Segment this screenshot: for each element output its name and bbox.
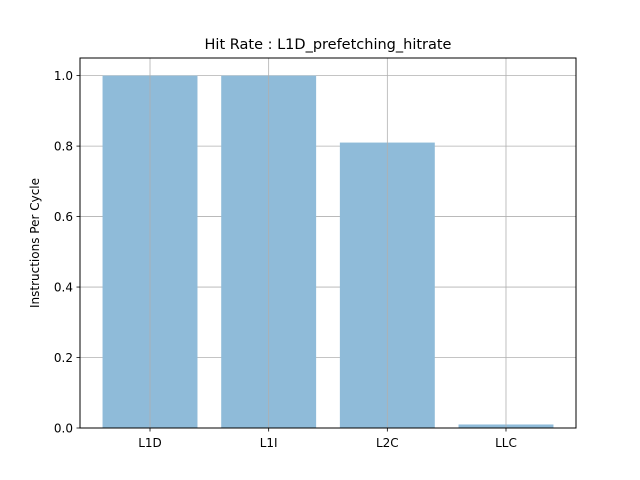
x-tick-label: LLC	[495, 436, 517, 450]
plot-frame	[79, 57, 577, 429]
ticks: 0.0 0.2 0.4 0.6 0.8 1.0 L1D L1I L2C LLC	[54, 69, 517, 450]
y-tick-label: 0.4	[54, 281, 73, 295]
y-axis-label: Instructions Per Cycle	[28, 178, 42, 308]
y-tick-label: 0.2	[54, 351, 73, 365]
y-tick-label: 0.6	[54, 210, 73, 224]
bars	[102, 58, 554, 429]
y-tick-label: 1.0	[54, 69, 73, 83]
y-tick-label: 0.0	[54, 422, 73, 436]
y-tick-label: 0.8	[54, 140, 73, 154]
x-tick-label: L2C	[376, 436, 399, 450]
x-tick-label: L1D	[138, 436, 162, 450]
chart-title: Hit Rate : L1D_prefetching_hitrate	[205, 37, 452, 53]
x-tick-label: L1I	[260, 436, 278, 450]
